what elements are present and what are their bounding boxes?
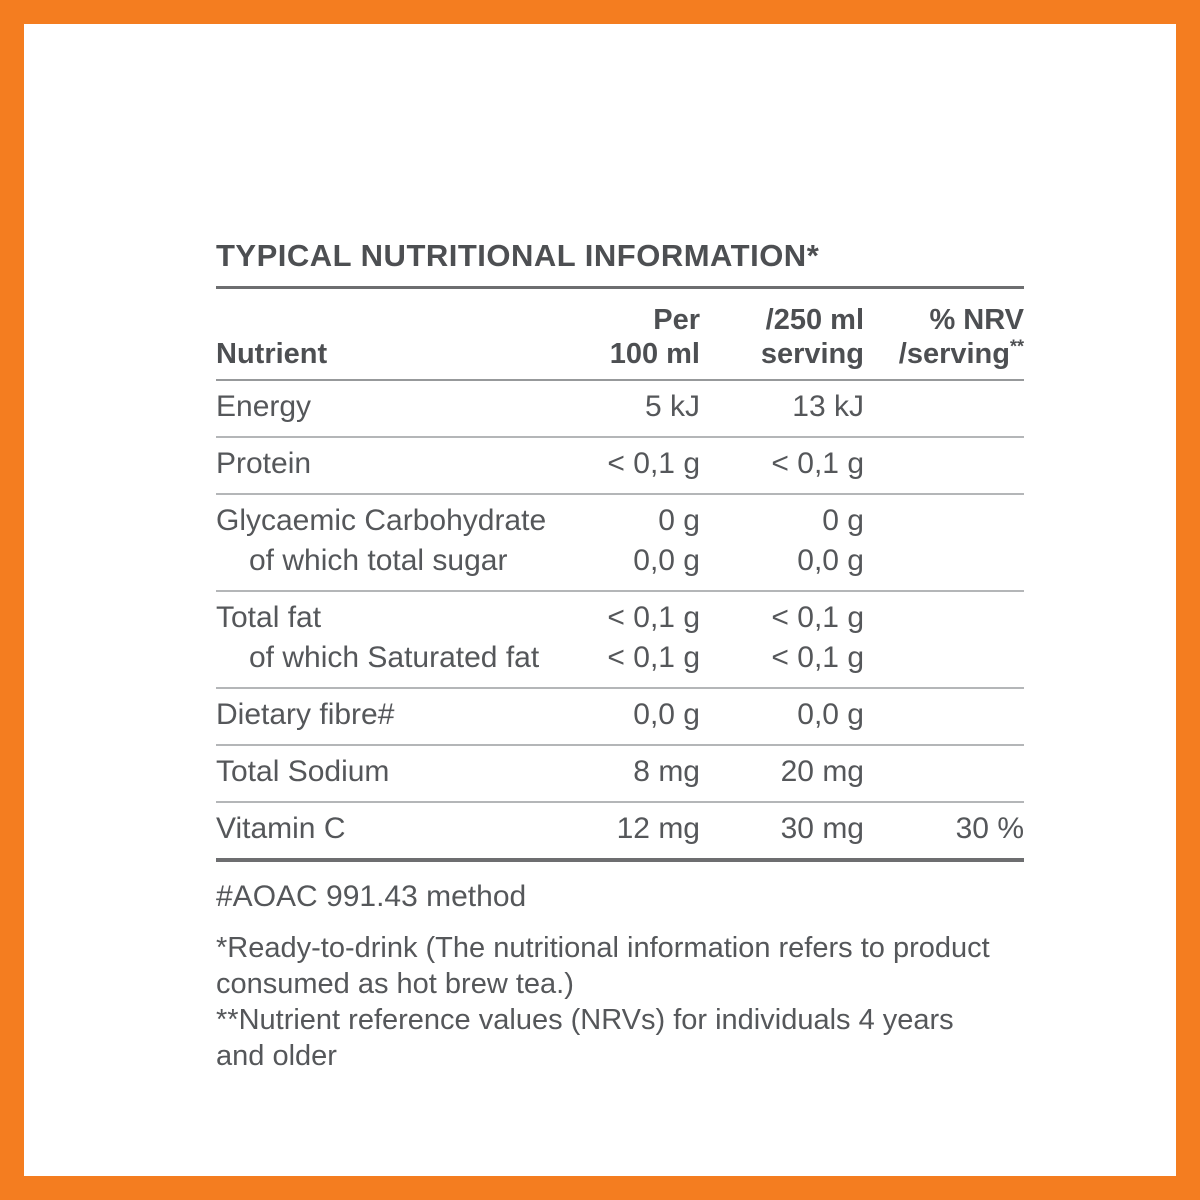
per-250ml-cell: < 0,1 g [771,447,864,480]
header-nutrient-spacer [216,303,580,337]
nutrient-cell: Total fat [216,601,322,634]
title-rule [216,286,1024,289]
header-nrv-superscript: ** [1009,336,1024,357]
header-per-250ml-line1: /250 ml [765,304,864,336]
per-100ml-cell: 0 g [658,504,700,537]
header-nrv-line2: /serving** [898,336,1024,370]
table-subline: of which Saturated fat < 0,1 g < 0,1 g [216,638,1024,678]
per-250ml-cell: 0 g [822,504,864,537]
header-nrv: % NRV /serving** [864,303,1024,371]
nutrient-cell: of which total sugar [249,544,508,577]
header-per-100ml: Per 100 ml [580,303,700,371]
table-body: Energy 5 kJ 13 kJ Protein < 0,1 g < 0,1 … [216,381,1024,862]
per-100ml-cell: 5 kJ [644,390,700,423]
header-per-100ml-line2: 100 ml [609,338,700,370]
header-per-100ml-line1: Per [653,304,700,336]
table-subline: of which total sugar 0,0 g 0,0 g [216,541,1024,581]
header-nutrient: Nutrient [216,303,580,371]
nutrient-cell: Glycaemic Carbohydrate [216,504,547,537]
table-line: Vitamin C 12 mg 30 mg 30 % [216,809,1024,849]
per-250ml-cell: < 0,1 g [771,601,864,634]
table-line: Total fat < 0,1 g < 0,1 g [216,598,1024,638]
per-250ml-cell: 0,0 g [797,544,864,577]
table-row-vitamin-c: Vitamin C 12 mg 30 mg 30 % [216,803,1024,862]
per-250ml-cell: < 0,1 g [771,641,864,674]
per-100ml-cell: < 0,1 g [607,601,700,634]
table-header: Nutrient Per 100 ml /250 ml serving % NR… [216,289,1024,381]
footnote-nrv: **Nutrient reference values (NRVs) for i… [216,1004,954,1072]
nutrient-cell: Vitamin C [216,812,346,845]
header-nrv-line2-text: /serving [898,338,1010,370]
footnote-method: #AOAC 991.43 method [216,880,527,913]
table-row-dietary-fibre: Dietary fibre# 0,0 g 0,0 g [216,689,1024,746]
nutrient-cell: of which Saturated fat [249,641,540,674]
table-row-carbohydrate: Glycaemic Carbohydrate 0 g 0 g of which … [216,495,1024,592]
per-250ml-cell: 13 kJ [792,390,864,423]
header-per-250ml: /250 ml serving [700,303,864,371]
nrv-cell: 30 % [955,812,1024,845]
table-row-total-sodium: Total Sodium 8 mg 20 mg [216,746,1024,803]
per-250ml-cell: 30 mg [780,812,864,845]
table-row-protein: Protein < 0,1 g < 0,1 g [216,438,1024,495]
table-row-energy: Energy 5 kJ 13 kJ [216,381,1024,438]
per-250ml-cell: 0,0 g [797,698,864,731]
per-100ml-cell: < 0,1 g [607,447,700,480]
table-line: Glycaemic Carbohydrate 0 g 0 g [216,501,1024,541]
header-per-250ml-line2: serving [760,338,864,370]
table-line: Energy 5 kJ 13 kJ [216,387,1024,427]
per-100ml-cell: < 0,1 g [607,641,700,674]
header-nutrient-label: Nutrient [216,338,328,370]
nutrition-label: TYPICAL NUTRITIONAL INFORMATION* Nutrien… [216,238,1024,1074]
per-100ml-cell: 8 mg [633,755,700,788]
nutrient-cell: Dietary fibre# [216,698,395,731]
per-250ml-cell: 20 mg [780,755,864,788]
table-line: Protein < 0,1 g < 0,1 g [216,444,1024,484]
nutrient-cell: Energy [216,390,312,423]
header-nrv-line1: % NRV [929,304,1024,336]
per-100ml-cell: 12 mg [616,812,700,845]
page-title: TYPICAL NUTRITIONAL INFORMATION* [216,238,820,273]
per-100ml-cell: 0,0 g [633,698,700,731]
nutrient-cell: Protein [216,447,312,480]
nutrient-cell: Total Sodium [216,755,390,788]
footnote-ready-to-drink: *Ready-to-drink (The nutritional informa… [216,932,990,1000]
table-row-total-fat: Total fat < 0,1 g < 0,1 g of which Satur… [216,592,1024,689]
table-line: Total Sodium 8 mg 20 mg [216,752,1024,792]
table-line: Dietary fibre# 0,0 g 0,0 g [216,695,1024,735]
per-100ml-cell: 0,0 g [633,544,700,577]
